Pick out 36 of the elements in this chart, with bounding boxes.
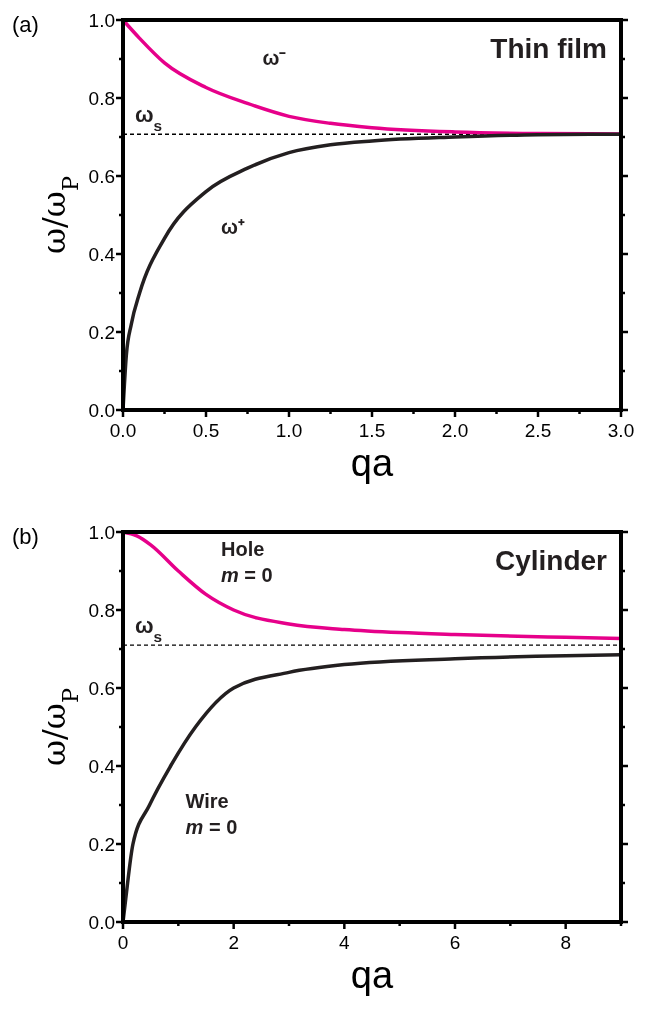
text: Cylinder [494,545,608,576]
y-tick-label: 0.8 [88,600,115,621]
x-tick-label: 6 [449,932,461,953]
text: (b) [12,524,39,549]
y-tick-label: 0.4 [88,756,116,777]
series-label: Wire m = 0 [185,790,238,838]
x-tick-label: 2.0 [441,420,469,441]
y-tick-label: 0.8 [88,88,115,109]
text: Thin film [490,33,607,64]
x-tick-label: 4 [339,932,351,953]
y-tick-label: 0.2 [88,322,115,343]
y-tick-label: 0.6 [88,166,115,187]
y-tick-label: 0.6 [88,678,115,699]
x-tick-label: 2 [228,932,239,953]
ref-line-label: ω$_{s}$ [135,613,163,645]
x-axis-title: qa [350,954,394,996]
series-label: ω⁺ [221,215,245,238]
series-label: Hole m = 0 [221,538,273,587]
x-tick-label: 2.5 [524,420,552,441]
ref-line-label: ω$_{s}$ [135,102,163,134]
y-tick-label: 0.4 [88,244,116,265]
y-tick-label: 1.0 [88,522,115,543]
x-tick-label: 0.5 [192,420,220,441]
x-tick-label: 1.0 [275,420,303,441]
x-tick-label: 0.0 [109,420,137,441]
y-tick-label: 0.2 [88,834,115,855]
x-tick-label: 0 [117,932,129,953]
y-tick-label: 0.0 [88,400,115,421]
x-axis-title: qa [350,442,394,484]
x-tick-label: 8 [560,932,571,953]
text: (a) [12,12,39,37]
y-tick-label: 0.0 [88,912,115,933]
series-label: ω⁻ [262,47,287,70]
y-tick-label: 1.0 [88,10,115,31]
x-tick-label: 3.0 [607,420,635,441]
x-tick-label: 1.5 [358,420,386,441]
